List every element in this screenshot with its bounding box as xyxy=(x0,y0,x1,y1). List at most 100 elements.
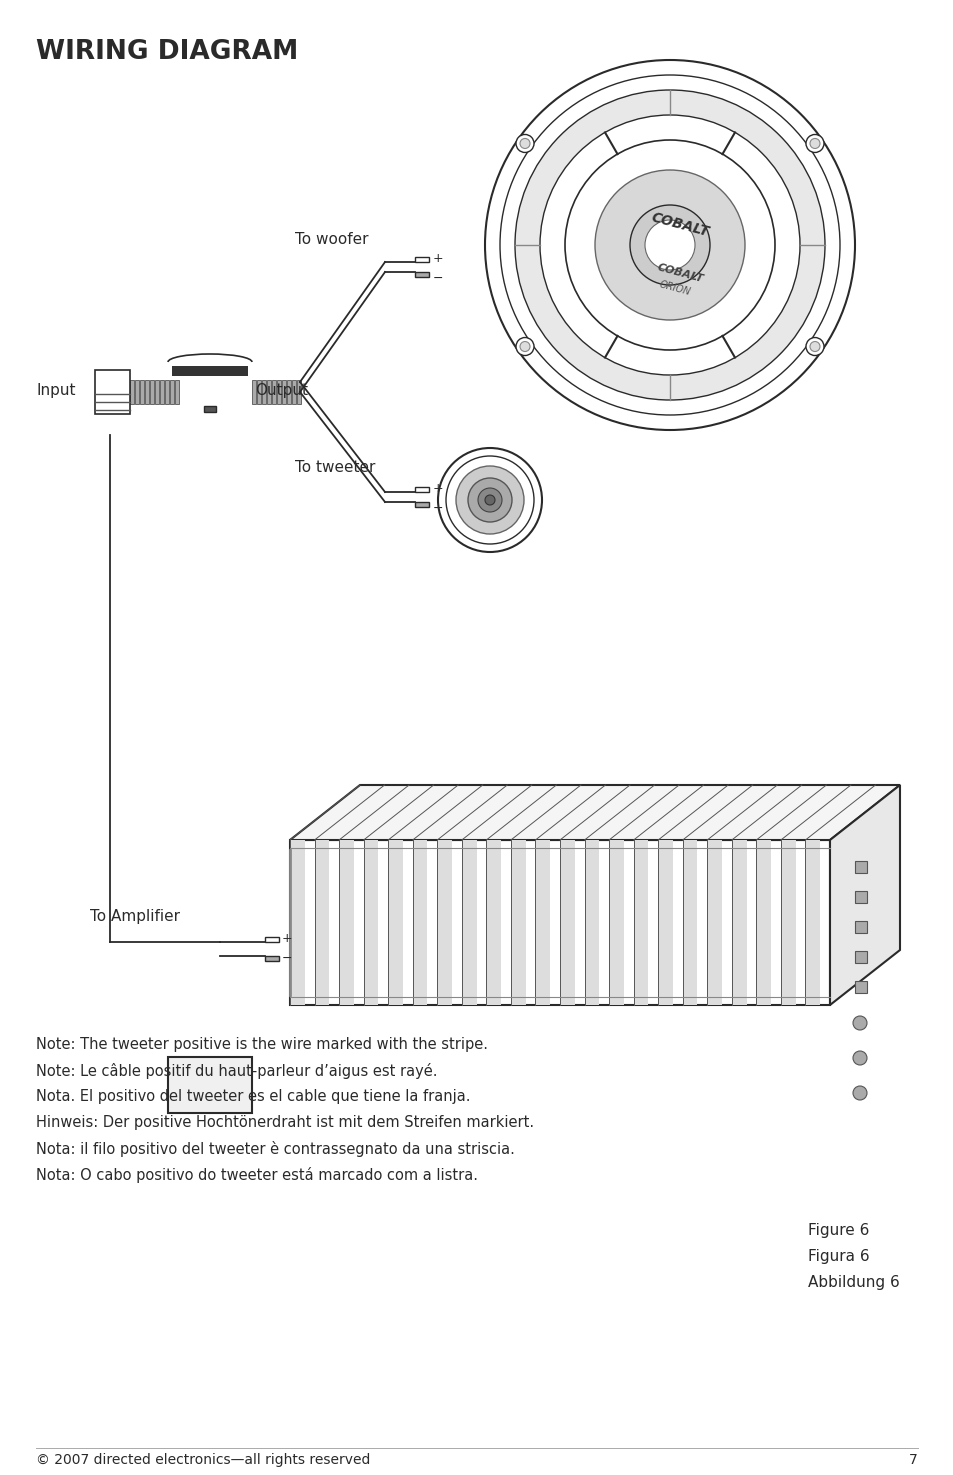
Bar xyxy=(781,839,795,1004)
Bar xyxy=(658,839,672,1004)
Bar xyxy=(731,839,746,1004)
Circle shape xyxy=(644,220,695,270)
Bar xyxy=(314,839,329,1004)
Bar xyxy=(486,839,500,1004)
Bar xyxy=(461,839,476,1004)
Circle shape xyxy=(499,75,840,414)
Bar xyxy=(170,381,173,404)
Text: COBALT: COBALT xyxy=(191,376,229,385)
Bar xyxy=(276,381,281,404)
Bar xyxy=(388,839,402,1004)
Bar xyxy=(682,839,697,1004)
Text: Nota: O cabo positivo do tweeter está marcado com a listra.: Nota: O cabo positivo do tweeter está ma… xyxy=(36,1167,477,1183)
Circle shape xyxy=(805,338,823,355)
Bar xyxy=(282,381,286,404)
Bar xyxy=(256,381,261,404)
Bar xyxy=(204,406,215,412)
Text: 7: 7 xyxy=(908,1453,917,1468)
Circle shape xyxy=(477,488,501,512)
Text: © 2007 directed electronics—all rights reserved: © 2007 directed electronics—all rights r… xyxy=(36,1453,370,1468)
Bar xyxy=(854,891,866,903)
Circle shape xyxy=(564,140,774,350)
Text: Nota. El positivo del tweeter es el cable que tiene la franja.: Nota. El positivo del tweeter es el cabl… xyxy=(36,1090,470,1105)
Text: Hinweis: Der positive Hochtönerdraht ist mit dem Streifen markiert.: Hinweis: Der positive Hochtönerdraht ist… xyxy=(36,1115,534,1130)
Bar xyxy=(415,487,429,493)
Circle shape xyxy=(516,134,534,152)
Bar xyxy=(363,839,378,1004)
Bar xyxy=(854,951,866,963)
Bar xyxy=(265,937,278,943)
Text: Output: Output xyxy=(254,382,308,397)
Text: To tweeter: To tweeter xyxy=(294,460,375,475)
Text: WIRING DIAGRAM: WIRING DIAGRAM xyxy=(36,38,298,65)
Text: COBALT: COBALT xyxy=(655,263,703,285)
Bar xyxy=(706,839,721,1004)
Text: To woofer: To woofer xyxy=(294,233,368,248)
Polygon shape xyxy=(168,1058,252,1114)
Bar xyxy=(436,839,452,1004)
Bar xyxy=(633,839,648,1004)
Circle shape xyxy=(809,342,820,351)
Bar xyxy=(140,381,144,404)
Bar xyxy=(262,381,266,404)
Bar xyxy=(150,381,153,404)
Text: ORION: ORION xyxy=(658,279,691,296)
Bar xyxy=(160,381,164,404)
Text: +: + xyxy=(433,252,443,264)
Bar xyxy=(338,839,354,1004)
Bar xyxy=(154,381,159,404)
Bar xyxy=(415,271,429,277)
Bar xyxy=(252,381,255,404)
Bar xyxy=(296,381,301,404)
Bar xyxy=(145,381,149,404)
Bar xyxy=(415,257,429,263)
Circle shape xyxy=(519,342,530,351)
Bar xyxy=(165,381,169,404)
Bar xyxy=(174,381,179,404)
Text: +: + xyxy=(433,481,443,494)
Text: Figura 6: Figura 6 xyxy=(807,1248,869,1264)
Circle shape xyxy=(629,205,709,285)
Polygon shape xyxy=(829,785,899,1004)
Bar xyxy=(854,861,866,873)
Bar xyxy=(135,381,139,404)
Circle shape xyxy=(595,170,744,320)
Bar xyxy=(130,381,133,404)
Circle shape xyxy=(852,1052,866,1065)
Bar xyxy=(559,839,574,1004)
Circle shape xyxy=(805,134,823,152)
Circle shape xyxy=(852,1086,866,1100)
Circle shape xyxy=(484,496,495,504)
Polygon shape xyxy=(290,839,829,1004)
Text: COBALT: COBALT xyxy=(649,211,710,239)
Circle shape xyxy=(437,448,541,552)
Bar xyxy=(267,381,271,404)
Bar xyxy=(413,839,427,1004)
Bar xyxy=(265,956,278,962)
Bar xyxy=(804,839,820,1004)
Text: −: − xyxy=(282,951,293,965)
Text: To Amplifier: To Amplifier xyxy=(90,909,180,923)
Bar xyxy=(272,381,275,404)
Bar xyxy=(290,839,304,1004)
Bar xyxy=(95,370,130,414)
Bar xyxy=(854,981,866,993)
Text: −: − xyxy=(433,502,443,515)
Circle shape xyxy=(809,139,820,149)
Text: Figure 6: Figure 6 xyxy=(807,1223,868,1238)
Bar xyxy=(584,839,598,1004)
Text: +: + xyxy=(282,932,293,944)
Circle shape xyxy=(516,338,534,355)
Text: Input: Input xyxy=(36,382,75,397)
Circle shape xyxy=(515,90,824,400)
Text: −: − xyxy=(433,271,443,285)
Circle shape xyxy=(456,466,523,534)
Circle shape xyxy=(484,60,854,431)
Circle shape xyxy=(852,1016,866,1030)
Bar xyxy=(535,839,550,1004)
Bar xyxy=(756,839,770,1004)
Circle shape xyxy=(539,115,800,375)
Text: Note: The tweeter positive is the wire marked with the stripe.: Note: The tweeter positive is the wire m… xyxy=(36,1037,488,1053)
Bar xyxy=(287,381,291,404)
Text: Nota: il filo positivo del tweeter è contrassegnato da una striscia.: Nota: il filo positivo del tweeter è con… xyxy=(36,1142,515,1156)
